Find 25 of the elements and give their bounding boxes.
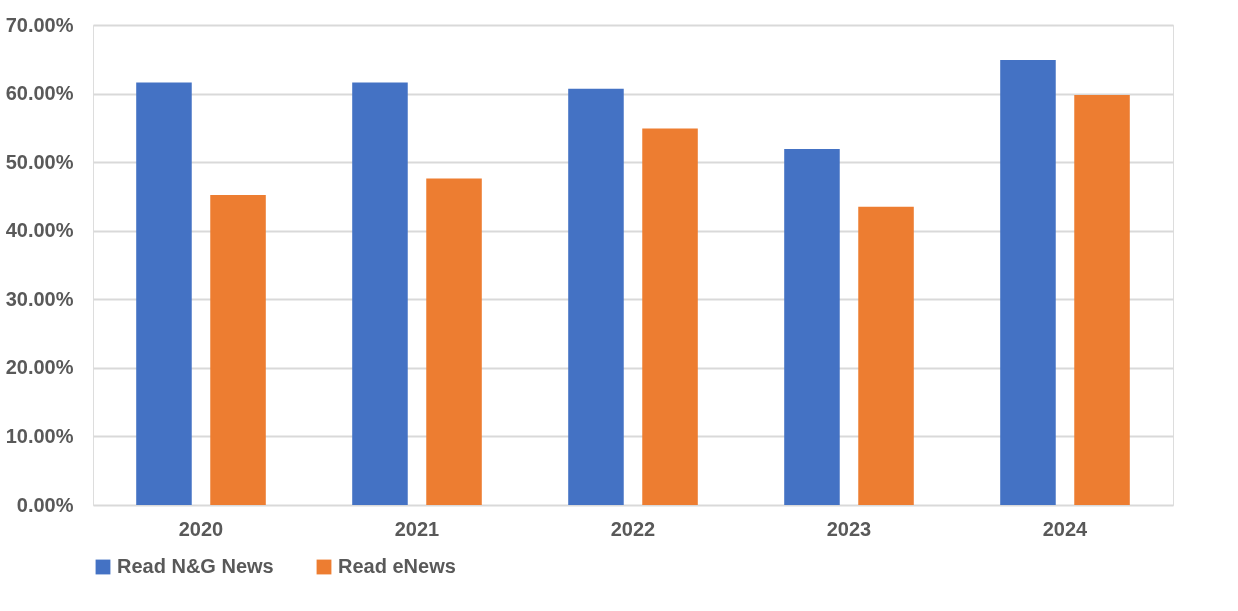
- bar: [352, 82, 408, 505]
- y-tick-label: 40.00%: [5, 219, 74, 242]
- bar: [568, 88, 624, 505]
- x-tick-label: 2020: [178, 517, 224, 540]
- bar: [642, 128, 698, 505]
- x-tick-label: 2022: [610, 517, 656, 540]
- y-tick-label: 0.00%: [16, 493, 74, 516]
- y-tick-label: 60.00%: [5, 82, 74, 105]
- x-tick-label: 2024: [1042, 517, 1089, 540]
- x-tick-label: 2021: [394, 517, 440, 540]
- legend-label: Read N&G News: [117, 555, 274, 577]
- bar: [1000, 59, 1056, 505]
- x-tick-label: 2023: [826, 517, 872, 540]
- bar: [210, 195, 266, 505]
- bar: [784, 149, 840, 505]
- y-tick-label: 10.00%: [5, 424, 74, 447]
- legend-label: Read eNews: [338, 555, 456, 577]
- bar: [858, 206, 914, 505]
- y-tick-label: 70.00%: [5, 13, 74, 36]
- bar: [1074, 94, 1130, 505]
- bar: [426, 178, 482, 505]
- y-tick-label: 30.00%: [5, 287, 74, 310]
- y-tick-label: 20.00%: [5, 356, 74, 379]
- bar: [136, 82, 192, 505]
- y-tick-label: 50.00%: [5, 150, 74, 173]
